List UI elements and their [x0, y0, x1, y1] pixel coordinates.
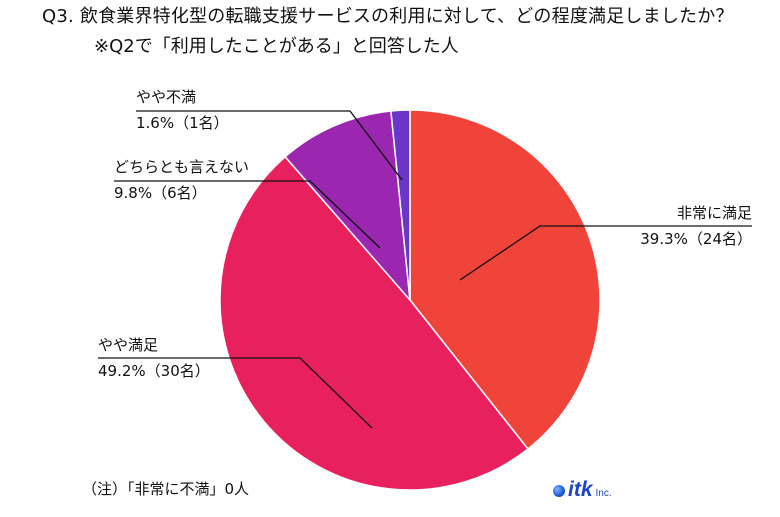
- slice-label: 非常に満足: [677, 204, 752, 222]
- slice-label: やや満足: [98, 336, 158, 354]
- company-logo: itk Inc.: [553, 478, 612, 502]
- logo-text: itk: [568, 478, 593, 501]
- chart-subtitle: ※Q2で「利用したことがある」と回答した人: [94, 36, 459, 57]
- logo-sub-text: Inc.: [595, 488, 612, 499]
- leader-line: [114, 180, 381, 249]
- chart-title: Q3. 飲食業界特化型の転職支援サービスの利用に対して、どの程度満足しましたか？: [42, 6, 734, 27]
- pie-slice: [409, 109, 601, 451]
- pie-slice: [390, 109, 411, 301]
- slice-value-label: 39.3%（24名）: [640, 230, 752, 248]
- leader-line: [98, 357, 373, 429]
- slice-value-label: 9.8%（6名）: [114, 184, 207, 202]
- slice-value-label: 49.2%（30名）: [98, 362, 210, 380]
- slice-label: やや不満: [136, 88, 196, 106]
- leader-line: [136, 110, 403, 181]
- pie-slice: [284, 110, 411, 303]
- globe-icon: [553, 485, 565, 497]
- leader-line: [459, 225, 752, 281]
- slice-value-label: 1.6%（1名）: [136, 114, 229, 132]
- pie-slice: [219, 155, 530, 491]
- slice-label: どちらとも言えない: [114, 158, 249, 176]
- chart-footnote: （注）「非常に不満」0人: [82, 480, 250, 498]
